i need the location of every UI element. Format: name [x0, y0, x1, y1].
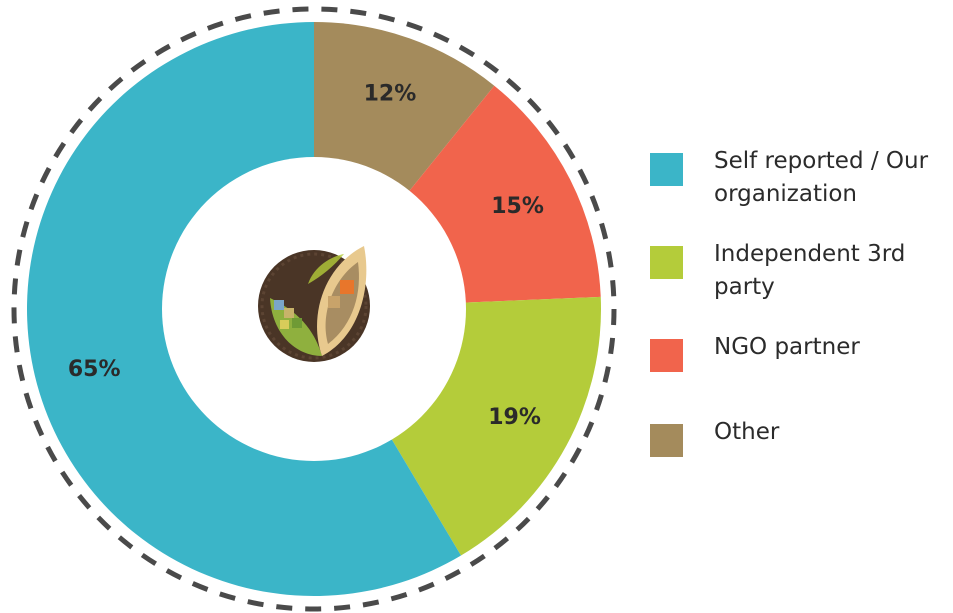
slice-value-label: 12% — [364, 82, 417, 107]
legend-label: Other — [714, 419, 780, 445]
slice-labels-group: 12% 15% 19% 65% — [68, 82, 544, 430]
legend-item-ngo: NGO partner — [650, 331, 950, 372]
legend-swatch — [650, 246, 683, 279]
slice-value-label: 15% — [491, 194, 544, 219]
legend-item-self-reported: Self reported / Our organization — [650, 145, 950, 211]
dashed-outer-ring — [11, 6, 617, 612]
legend-swatch — [650, 339, 683, 372]
leaf-logo-icon — [258, 246, 370, 362]
legend-swatch — [650, 424, 683, 457]
slice-value-label: 65% — [68, 357, 121, 382]
legend-label: Self reported / Our organization — [714, 148, 929, 207]
legend-item-independent: Independent 3rd party — [650, 238, 950, 304]
legend-label: Independent 3rd party — [714, 241, 906, 300]
slice-value-label: 19% — [488, 405, 541, 430]
donut-chart: 12% 15% 19% 65% — [11, 6, 617, 612]
legend-swatch — [650, 153, 683, 186]
legend-label: NGO partner — [714, 334, 860, 360]
legend-item-other: Other — [650, 416, 950, 457]
